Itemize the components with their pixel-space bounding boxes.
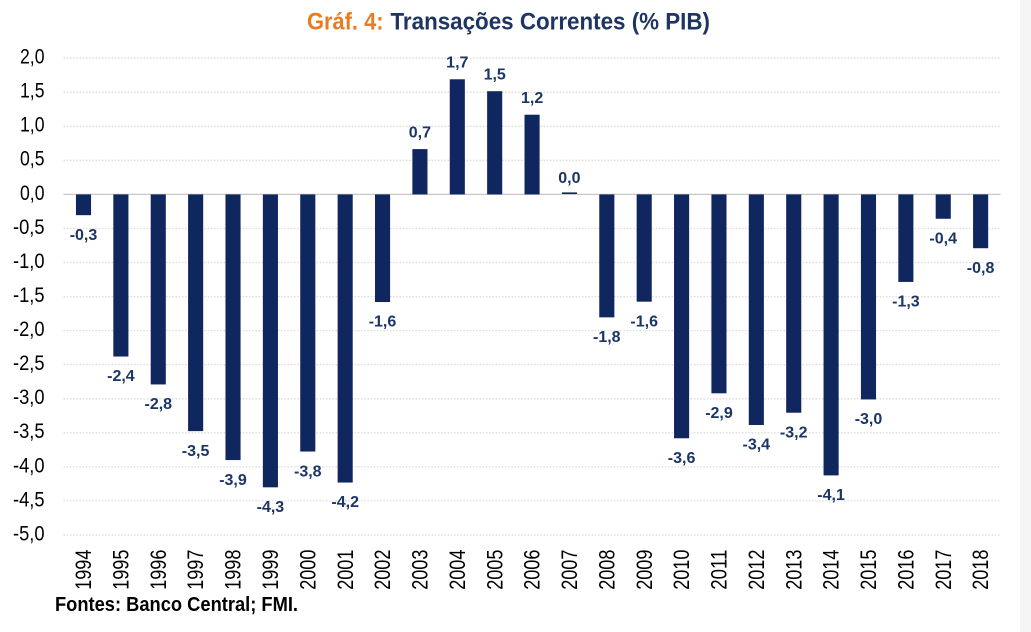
svg-text:-0,5: -0,5 — [13, 216, 45, 239]
svg-text:-1,5: -1,5 — [13, 284, 45, 307]
svg-text:2002: 2002 — [370, 550, 395, 590]
svg-text:-1,0: -1,0 — [13, 250, 45, 273]
svg-text:1,7: 1,7 — [446, 55, 468, 72]
svg-text:1,5: 1,5 — [20, 80, 45, 103]
svg-text:2012: 2012 — [744, 550, 769, 590]
svg-text:-2,4: -2,4 — [107, 368, 135, 385]
svg-text:2000: 2000 — [295, 550, 320, 590]
svg-text:2004: 2004 — [445, 550, 470, 590]
svg-text:-3,2: -3,2 — [780, 424, 808, 441]
svg-text:0,7: 0,7 — [409, 125, 431, 142]
svg-text:2013: 2013 — [781, 550, 806, 590]
svg-text:2018: 2018 — [968, 550, 993, 590]
svg-text:-3,0: -3,0 — [855, 411, 883, 428]
svg-text:1999: 1999 — [258, 550, 283, 590]
svg-text:2010: 2010 — [669, 550, 694, 590]
svg-text:1996: 1996 — [146, 550, 171, 590]
svg-text:2011: 2011 — [707, 550, 732, 590]
svg-text:-4,1: -4,1 — [817, 487, 845, 504]
svg-text:2001: 2001 — [333, 550, 358, 590]
svg-text:-1,6: -1,6 — [630, 313, 658, 330]
svg-text:2015: 2015 — [856, 550, 881, 590]
svg-text:-3,8: -3,8 — [294, 463, 322, 480]
svg-text:-3,9: -3,9 — [219, 472, 247, 489]
svg-text:-0,4: -0,4 — [929, 231, 957, 248]
svg-text:1995: 1995 — [109, 550, 134, 590]
svg-text:-4,5: -4,5 — [13, 488, 45, 511]
svg-text:-3,4: -3,4 — [743, 437, 771, 454]
svg-text:0,0: 0,0 — [20, 182, 45, 205]
svg-text:0,5: 0,5 — [20, 148, 45, 171]
svg-text:-5,0: -5,0 — [13, 522, 45, 545]
svg-text:-4,2: -4,2 — [331, 494, 359, 511]
svg-text:1998: 1998 — [221, 550, 246, 590]
svg-text:-2,5: -2,5 — [13, 352, 45, 375]
svg-text:1994: 1994 — [71, 550, 96, 590]
svg-text:-0,3: -0,3 — [70, 227, 98, 244]
svg-text:-1,6: -1,6 — [369, 314, 397, 331]
svg-text:-1,8: -1,8 — [593, 329, 621, 346]
svg-text:-4,0: -4,0 — [13, 454, 45, 477]
svg-text:-4,3: -4,3 — [257, 499, 285, 516]
svg-text:-3,5: -3,5 — [182, 443, 210, 460]
svg-text:2005: 2005 — [482, 550, 507, 590]
svg-text:Transações Correntes (% PIB): Transações Correntes (% PIB) — [391, 9, 711, 36]
svg-text:-3,5: -3,5 — [13, 420, 45, 443]
svg-text:2009: 2009 — [632, 550, 657, 590]
svg-text:2017: 2017 — [931, 550, 956, 590]
svg-text:-2,8: -2,8 — [145, 396, 173, 413]
svg-text:-3,6: -3,6 — [668, 450, 696, 467]
svg-text:1997: 1997 — [183, 550, 208, 590]
svg-text:-1,3: -1,3 — [892, 294, 920, 311]
svg-text:2,0: 2,0 — [20, 46, 45, 69]
svg-text:2016: 2016 — [894, 550, 919, 590]
svg-text:-2,9: -2,9 — [705, 405, 733, 422]
svg-text:1,0: 1,0 — [20, 114, 45, 137]
svg-text:Fontes: Banco Central; FMI.: Fontes: Banco Central; FMI. — [55, 594, 298, 616]
svg-text:-2,0: -2,0 — [13, 318, 45, 341]
svg-text:2003: 2003 — [408, 550, 433, 590]
svg-text:-3,0: -3,0 — [13, 386, 45, 409]
svg-text:1,5: 1,5 — [484, 67, 506, 84]
svg-text:2006: 2006 — [520, 550, 545, 590]
svg-text:Gráf. 4:: Gráf. 4: — [307, 9, 384, 36]
svg-text:2008: 2008 — [594, 550, 619, 590]
svg-text:2007: 2007 — [557, 550, 582, 590]
svg-text:0,0: 0,0 — [558, 170, 580, 187]
svg-text:2014: 2014 — [819, 550, 844, 590]
svg-text:1,2: 1,2 — [521, 90, 543, 107]
svg-text:-0,8: -0,8 — [967, 260, 995, 277]
